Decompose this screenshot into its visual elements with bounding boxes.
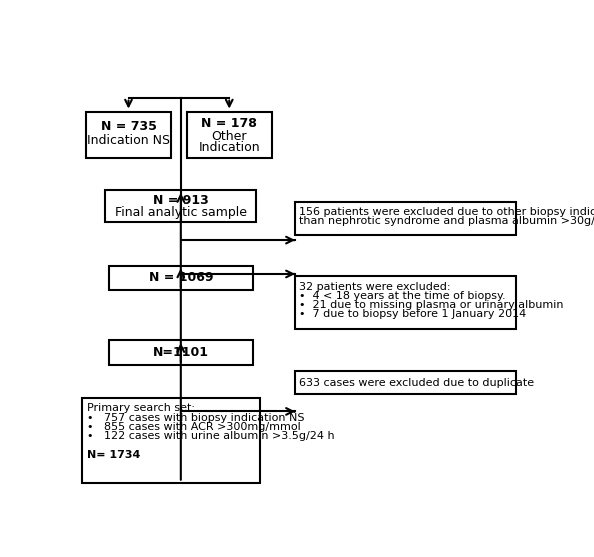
Bar — [109, 266, 252, 290]
Text: •  21 due to missing plasma or urinary albumin: • 21 due to missing plasma or urinary al… — [299, 300, 564, 310]
Text: •   122 cases with urine albumin >3.5g/24 h: • 122 cases with urine albumin >3.5g/24 … — [87, 431, 334, 441]
Text: •   855 cases with ACR >300mg/mmol: • 855 cases with ACR >300mg/mmol — [87, 422, 301, 432]
Text: •  4 < 18 years at the time of biopsy.: • 4 < 18 years at the time of biopsy. — [299, 291, 505, 301]
Bar — [295, 202, 516, 236]
Bar — [187, 111, 272, 158]
Text: Final analytic sample: Final analytic sample — [115, 206, 247, 219]
Text: 156 patients were excluded due to other biopsy indication: 156 patients were excluded due to other … — [299, 207, 594, 217]
Text: Indication: Indication — [198, 141, 260, 154]
Text: •  7 due to biopsy before 1 January 2014: • 7 due to biopsy before 1 January 2014 — [299, 309, 526, 319]
Text: 32 patients were excluded:: 32 patients were excluded: — [299, 282, 450, 292]
Text: N=1101: N=1101 — [153, 346, 209, 359]
Bar — [295, 276, 516, 329]
Text: N = 178: N = 178 — [201, 116, 257, 130]
Bar — [82, 398, 260, 482]
Bar — [295, 371, 516, 394]
Text: Indication NS: Indication NS — [87, 134, 170, 147]
Bar — [105, 190, 257, 222]
Text: Other: Other — [211, 130, 247, 143]
Text: •   757 cases with biopsy indication NS: • 757 cases with biopsy indication NS — [87, 413, 304, 423]
Text: N = 1069: N = 1069 — [148, 271, 213, 284]
Text: 633 cases were excluded due to duplicate: 633 cases were excluded due to duplicate — [299, 378, 534, 388]
Text: than nephrotic syndrome and plasma albumin >30g/L: than nephrotic syndrome and plasma album… — [299, 216, 594, 226]
Text: Primary search set:: Primary search set: — [87, 403, 195, 413]
Text: N = 913: N = 913 — [153, 193, 208, 207]
Text: N= 1734: N= 1734 — [87, 449, 140, 460]
Text: N = 735: N = 735 — [100, 120, 156, 133]
Bar — [109, 340, 252, 365]
Bar — [86, 111, 171, 158]
